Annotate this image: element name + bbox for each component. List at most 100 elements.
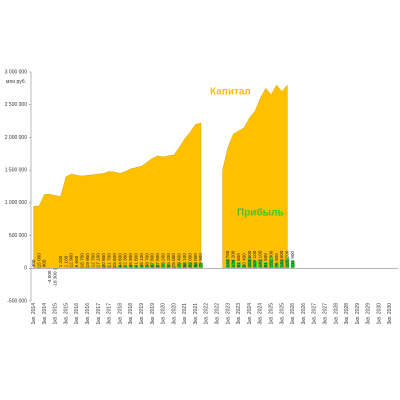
x-tick-label: 3кв. 2023 [236, 303, 242, 325]
legend-capital: Капитал [210, 87, 251, 98]
x-tick-label: 3кв. 2026 [301, 303, 307, 325]
data-label: 109 100 [252, 250, 257, 267]
x-tick-label: 3кв. 2014 [42, 303, 48, 325]
x-tick-label: 1кв. 2021 [182, 303, 188, 325]
data-label: 91 500 [263, 253, 268, 267]
data-label: 115 900 [290, 251, 295, 268]
data-label: 15 000 [36, 253, 41, 267]
x-tick-label: 3кв. 2017 [107, 303, 113, 325]
profit-bar [150, 263, 155, 269]
y-tick-label: 3 000 000 [5, 69, 27, 75]
profit-bar [280, 259, 284, 269]
x-tick-label: 1кв. 2026 [290, 303, 296, 325]
data-label: 400 [31, 259, 36, 267]
profit-bar [80, 267, 85, 269]
data-label: 25 000 [171, 253, 176, 267]
profit-bar [269, 258, 274, 269]
data-label: -18 300 [53, 271, 58, 287]
data-label: 900 [42, 259, 47, 267]
data-label: 17 100 [96, 253, 101, 267]
profit-bar [91, 267, 95, 269]
data-label: 141 100 [258, 250, 263, 267]
profit-bar [107, 266, 112, 269]
data-label: 44 600 [117, 253, 122, 267]
data-label: 141 600 [279, 250, 284, 267]
data-label: 21 700 [106, 253, 111, 267]
x-tick-label: 3кв. 2024 [258, 303, 264, 325]
data-label: 79 900 [198, 253, 203, 267]
profit-bar [199, 263, 203, 269]
profit-bar [236, 262, 241, 269]
profit-bar [247, 258, 252, 269]
x-tick-label: 1кв. 2028 [333, 303, 339, 325]
y-tick-label: 500 000 [9, 233, 27, 239]
profit-bar [172, 266, 176, 269]
x-tick-label: 1кв. 2027 [312, 303, 318, 325]
profit-bar [112, 266, 117, 269]
profit-bar [128, 265, 133, 269]
x-tick-label: 1кв. 2019 [139, 303, 145, 325]
profit-bar [177, 263, 182, 269]
data-label: 153 600 [247, 250, 252, 267]
data-label: 92 000 [187, 253, 192, 267]
profit-bar [226, 258, 230, 269]
y-tick-label: 1 500 000 [5, 167, 27, 173]
data-label: 86 100 [182, 253, 187, 267]
data-label: 76 800 [274, 253, 279, 267]
x-tick-label: 1кв. 2016 [74, 303, 80, 325]
x-tick-label: 1кв. 2023 [225, 303, 231, 325]
data-label: 38 700 [144, 253, 149, 267]
data-label: 144 700 [225, 250, 230, 267]
profit-bar [101, 266, 106, 269]
profit-bar [53, 268, 58, 270]
x-tick-label: 3кв. 2030 [387, 303, 393, 325]
data-label: 32 300 [123, 253, 128, 267]
y-tick-label: 2 500 000 [5, 102, 27, 108]
x-tick-label: 3кв. 2015 [63, 303, 69, 325]
profit-bar [145, 265, 149, 269]
profit-bar [161, 263, 166, 269]
x-tick-label: 3кв. 2018 [128, 303, 134, 325]
capital-area [33, 122, 202, 269]
profit-bar [263, 262, 268, 269]
x-tick-label: 1кв. 2022 [204, 303, 210, 325]
x-tick-label: 3кв. 2019 [150, 303, 156, 325]
x-tick-label: 1кв. 2024 [247, 303, 253, 325]
profit-bar [242, 264, 247, 269]
profit-bar [134, 265, 139, 269]
x-tick-label: 1кв. 2020 [161, 303, 167, 325]
legend-profit: Прибыль [237, 207, 284, 219]
profit-bar [37, 267, 41, 269]
data-label: 152 900 [268, 250, 273, 267]
data-label: 30 800 [101, 253, 106, 267]
capital-area [222, 84, 288, 269]
profit-bar [96, 267, 101, 269]
x-tick-label: 3кв. 2016 [85, 303, 91, 325]
x-tick-label: 3кв. 2027 [322, 303, 328, 325]
data-label: 8 600 [74, 255, 79, 267]
profit-bar [139, 265, 144, 269]
data-label: 12 900 [69, 253, 74, 267]
x-tick-label: 3кв. 2022 [215, 303, 221, 325]
profit-bar [188, 262, 193, 269]
y-tick-label: 1 000 000 [5, 200, 27, 206]
data-label: 41 600 [133, 253, 138, 267]
data-label: 55 200 [166, 253, 171, 267]
profit-bar [253, 261, 257, 269]
data-label: 50 400 [241, 253, 246, 267]
y-tick-label: 0 [24, 266, 27, 272]
data-label: 57 500 [155, 253, 160, 267]
profit-bar [155, 264, 160, 269]
x-tick-label: 1кв. 2014 [31, 303, 37, 325]
data-label: 1 100 [63, 255, 68, 267]
x-tick-label: 3кв. 2021 [193, 303, 199, 325]
data-label: 79 400 [177, 253, 182, 267]
profit-bar [193, 262, 198, 269]
data-label: 1 200 [58, 255, 63, 267]
profit-bar [69, 267, 74, 269]
profit-bar [123, 266, 128, 269]
profit-bar [285, 258, 290, 269]
data-label: 91 800 [236, 253, 241, 267]
data-label: -4 000 [47, 270, 52, 283]
